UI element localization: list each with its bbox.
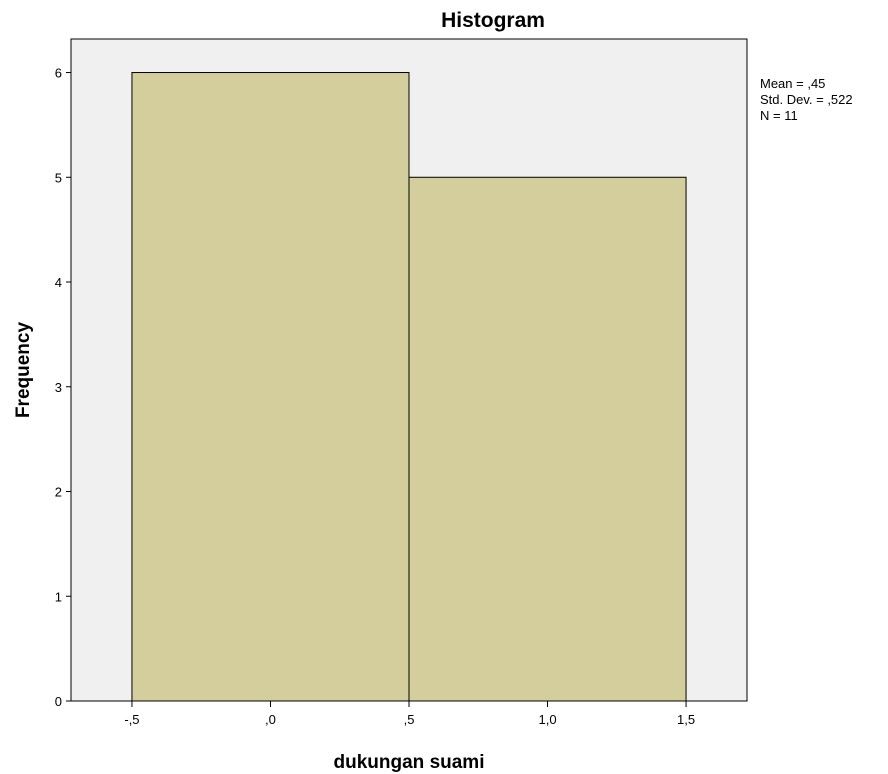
statistics-box: Mean = ,45 Std. Dev. = ,522 N = 11 bbox=[760, 76, 853, 123]
stat-std-dev: Std. Dev. = ,522 bbox=[760, 92, 853, 107]
y-tick-label-3: 3 bbox=[55, 380, 62, 395]
histogram-bar-1 bbox=[408, 176, 687, 702]
chart-title: Histogram bbox=[441, 9, 545, 32]
x-axis: -,5 ,0 ,5 1,0 1,5 bbox=[124, 701, 695, 727]
y-axis-title: Frequency bbox=[13, 322, 34, 419]
y-axis: 0 1 2 3 4 5 6 bbox=[55, 66, 71, 709]
y-tick-label-0: 0 bbox=[55, 694, 62, 709]
stat-mean: Mean = ,45 bbox=[760, 76, 825, 91]
x-axis-title: dukungan suami bbox=[334, 752, 485, 773]
y-tick-label-6: 6 bbox=[55, 66, 62, 81]
x-tick-label-0: -,5 bbox=[124, 712, 139, 727]
x-tick-label-3: 1,0 bbox=[538, 712, 556, 727]
stat-n: N = 11 bbox=[760, 108, 798, 123]
x-tick-label-4: 1,5 bbox=[677, 712, 695, 727]
bars-group bbox=[131, 72, 687, 702]
x-tick-label-1: ,0 bbox=[265, 712, 276, 727]
y-tick-label-5: 5 bbox=[55, 170, 62, 185]
x-tick-label-2: ,5 bbox=[404, 712, 415, 727]
y-tick-label-4: 4 bbox=[55, 275, 62, 290]
histogram-bar-0 bbox=[131, 72, 410, 702]
y-tick-label-2: 2 bbox=[55, 485, 62, 500]
y-tick-label-1: 1 bbox=[55, 589, 62, 604]
